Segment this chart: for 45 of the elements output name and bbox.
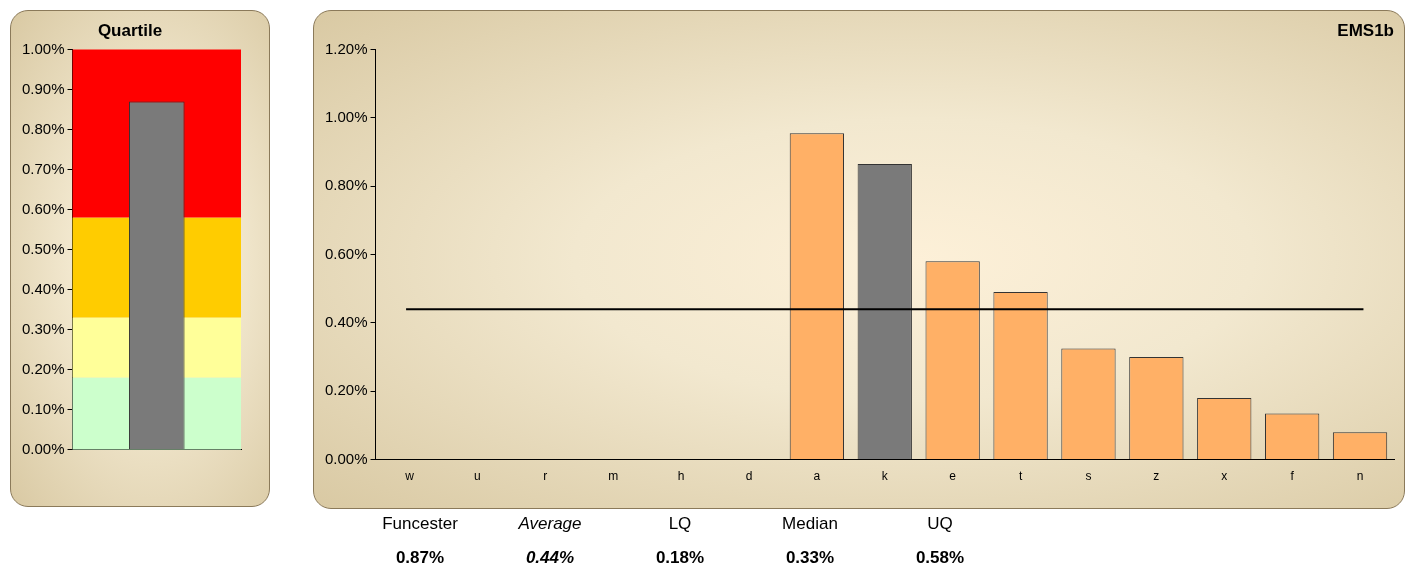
text: Average: [517, 514, 583, 534]
y-tick-label: 0.40%: [21, 279, 65, 297]
x-tick-label: t: [1018, 469, 1023, 484]
text: LQ: [667, 514, 693, 534]
y-tick-label: 0.60%: [324, 244, 368, 262]
y-tick-label: 0.50%: [21, 239, 65, 257]
text: UQ: [926, 514, 954, 534]
chart-title: Quartile: [97, 20, 163, 40]
y-tick-label: 0.70%: [21, 159, 65, 177]
x-tick-label: m: [608, 469, 619, 484]
text: 0.44%: [524, 548, 576, 568]
y-tick-label: 0.20%: [21, 359, 65, 377]
x-tick-label: f: [1290, 469, 1295, 484]
x-tick-label: e: [949, 469, 957, 484]
y-tick-label: 0.40%: [324, 313, 368, 331]
text: Median: [781, 514, 839, 534]
x-tick-label: x: [1221, 469, 1228, 484]
y-tick-label: 0.80%: [21, 119, 65, 137]
y-tick-label: 0.00%: [324, 449, 368, 467]
x-tick-label: d: [745, 469, 753, 484]
y-tick-label: 1.20%: [324, 39, 368, 57]
y-tick-label: 1.00%: [324, 107, 368, 125]
text: 0.18%: [654, 548, 706, 568]
x-tick-label: n: [1356, 469, 1364, 484]
y-tick-label: 0.90%: [21, 79, 65, 97]
text: Funcester: [381, 514, 459, 534]
x-tick-label: h: [677, 469, 685, 484]
text: 0.33%: [784, 548, 836, 568]
x-tick-label: u: [474, 469, 481, 484]
text: 0.87%: [394, 548, 446, 568]
y-tick-label: 0.00%: [21, 439, 65, 457]
y-tick-label: 0.80%: [324, 176, 368, 194]
x-tick-label: r: [543, 469, 548, 484]
y-tick-label: 0.10%: [21, 399, 65, 417]
y-tick-label: 0.60%: [21, 199, 65, 217]
y-tick-label: 0.30%: [21, 319, 65, 337]
chart-title: EMS1b: [1337, 20, 1394, 40]
y-tick-label: 0.20%: [324, 381, 368, 399]
text: 0.58%: [914, 548, 966, 568]
y-tick-label: 1.00%: [21, 39, 65, 57]
x-tick-label: k: [881, 469, 889, 484]
x-tick-label: z: [1153, 469, 1160, 484]
x-tick-label: w: [404, 469, 415, 484]
x-tick-label: s: [1085, 469, 1092, 484]
x-tick-label: a: [813, 469, 821, 484]
